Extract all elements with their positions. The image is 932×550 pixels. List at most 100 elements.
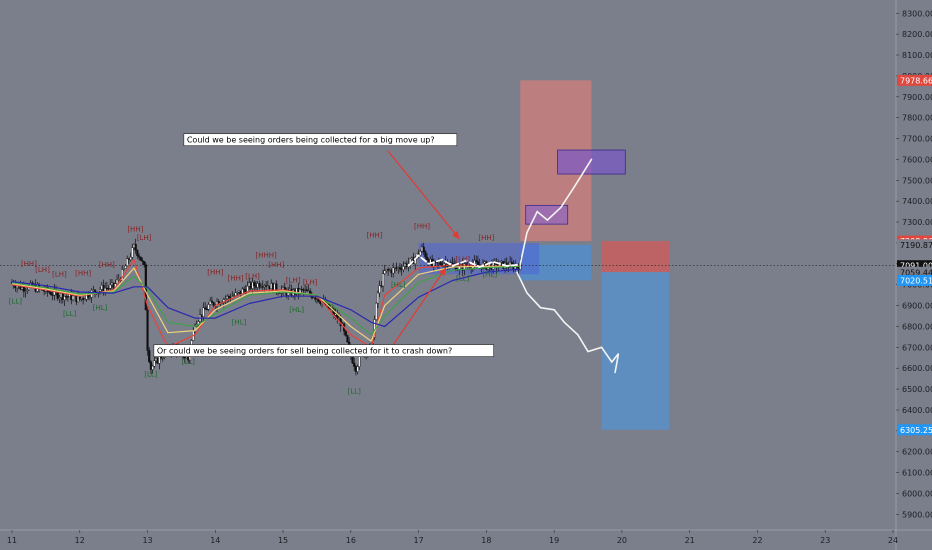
candle-body — [392, 267, 395, 274]
candle-body — [207, 304, 210, 310]
price-tick-label: 6900.00 — [902, 302, 932, 311]
candle-body — [510, 261, 513, 264]
candle-body — [376, 292, 380, 304]
price-tick-label: 6000.00 — [902, 490, 932, 499]
candle-body — [212, 302, 215, 306]
candle-body — [224, 298, 227, 300]
pivot-label: [LH] — [455, 256, 470, 264]
price-tag-label: 6305.25 — [900, 426, 932, 435]
candle-body — [202, 307, 205, 317]
pivot-label: [HH] — [268, 261, 284, 269]
price-tick-label: 6100.00 — [902, 469, 932, 478]
candle-body — [93, 289, 97, 293]
pivot-label: [LL] — [348, 387, 362, 395]
candle-body — [49, 292, 53, 295]
candle-body — [124, 265, 127, 269]
candle-body — [425, 256, 429, 260]
price-tag-box — [897, 266, 932, 278]
pivot-label: [HL] — [391, 281, 406, 289]
pivot-label: [HH] — [207, 268, 223, 276]
pivot-label: [HL] — [232, 318, 247, 326]
candle-body — [143, 261, 146, 265]
candle-body — [151, 366, 154, 370]
time-axis[interactable]: 11 12 13 14 15 16 17 18 19 20 21 22 23 24 — [7, 530, 898, 545]
moving-average-line — [11, 265, 521, 342]
pivot-label: [LH] — [286, 277, 301, 285]
candle-body — [475, 260, 478, 262]
candle-body — [227, 296, 230, 298]
candle-body — [98, 289, 102, 292]
price-tag-label: 7020.51 — [900, 276, 932, 285]
candle-body — [204, 307, 207, 310]
projection-down-path — [516, 271, 620, 374]
pivot-label: [HH] — [75, 269, 91, 277]
candle-body — [153, 360, 156, 367]
price-tick-label: 8200.00 — [902, 30, 932, 39]
candle-body — [66, 296, 70, 298]
pivot-label: [LH] — [35, 266, 50, 274]
pivot-label: [LL] — [182, 358, 196, 366]
moving-average-line — [11, 259, 521, 348]
candle-body — [24, 290, 27, 292]
candle-body — [398, 267, 402, 270]
price-tick-label: 7600.00 — [902, 155, 932, 164]
price-tag-box — [897, 74, 932, 86]
price-axis[interactable]: 5900.006000.006100.006200.006300.006400.… — [896, 9, 932, 519]
candle-body — [134, 244, 137, 251]
time-tick-label: 12 — [75, 536, 85, 545]
pivot-label: [LL] — [9, 297, 23, 305]
pivot-label: [HH] — [228, 275, 244, 283]
candle-body — [107, 287, 110, 290]
price-tag-box — [897, 424, 932, 436]
candle-body — [422, 246, 425, 252]
candle-body — [139, 256, 142, 261]
annotations-layer: Could we be seeing orders being collecte… — [153, 133, 494, 357]
price-tick-label: 7300.00 — [902, 218, 932, 227]
candle-body — [26, 289, 29, 291]
moving-average-line — [11, 268, 521, 328]
candle-body — [439, 262, 442, 265]
pivot-label: [HH] — [21, 260, 37, 268]
time-tick-label: 11 — [7, 536, 17, 545]
pivot-label: [LH] — [303, 279, 318, 287]
candle-body — [205, 308, 208, 311]
pivot-label: [LH] — [52, 270, 67, 278]
projection-up-path — [519, 158, 593, 265]
candle-body — [383, 270, 386, 275]
price-tick-label: 8300.00 — [902, 9, 932, 18]
candle-body — [122, 268, 125, 270]
candle-body — [210, 300, 214, 303]
candle-body — [22, 287, 25, 292]
overlay-layer — [0, 158, 896, 374]
pivot-label: [LL] — [144, 371, 158, 379]
price-tag-box — [897, 260, 932, 272]
price-tick-label: 7500.00 — [902, 176, 932, 185]
pivot-label: [HL] — [482, 270, 497, 278]
candle-body — [258, 283, 261, 288]
annotation-text: Could we be seeing orders being collecte… — [187, 136, 435, 145]
price-tag-label: 7059.44 — [900, 268, 932, 277]
candle-body — [115, 279, 119, 284]
candle-body — [48, 291, 51, 293]
candle-body — [476, 261, 480, 265]
pivot-label: [HHH] — [256, 252, 278, 260]
candle-body — [137, 255, 141, 258]
candle-body — [356, 366, 359, 372]
candle-body — [346, 335, 349, 343]
time-tick-label: 14 — [210, 536, 220, 545]
candle-body — [232, 295, 236, 297]
candle-body — [236, 291, 239, 294]
pivot-label: [HH] — [127, 225, 143, 233]
candle-body — [305, 289, 308, 292]
annotation-arrow — [387, 150, 460, 240]
time-tick-label: 17 — [414, 536, 424, 545]
candle-body — [71, 295, 75, 301]
time-tick-label: 15 — [278, 536, 288, 545]
candle-body — [141, 260, 144, 262]
time-axis-background — [0, 530, 932, 550]
candle-body — [375, 302, 378, 320]
candle-body — [82, 298, 85, 300]
price-tag-label: 7091.00 — [900, 262, 932, 271]
pivot-label: [HH] — [367, 232, 383, 240]
time-tick-label: 13 — [142, 536, 152, 545]
